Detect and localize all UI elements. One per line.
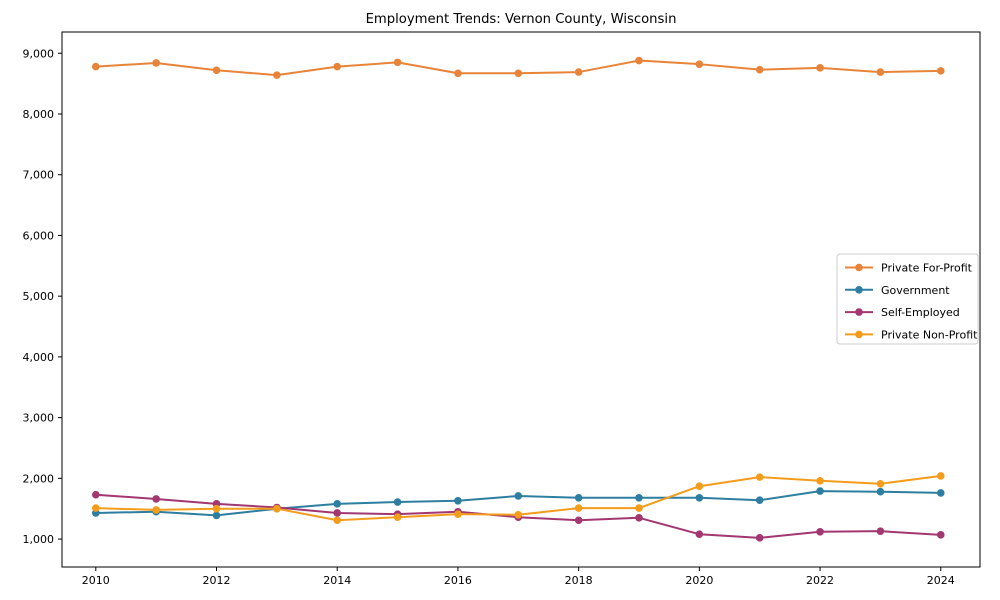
data-point-government-2020 [695,493,704,502]
legend-marker-private-for-profit [855,263,863,272]
axes-layer: 1,000 2,000 3,000 4,000 5,000 6,000 7,000 8,000… [23,31,981,587]
data-point-government-2019 [635,493,643,502]
y-tick-label: 5,000 [23,290,55,303]
x-tick-label: 2022 [806,574,834,587]
legend-entry-self-employed: Self-Employed [845,306,960,319]
series-private-non-profit [91,472,945,525]
legend-label-government: Government [881,284,950,297]
legend-label-private-non-profit: Private Non-Profit [881,328,978,341]
data-point-private-non-profit-2013 [273,504,281,513]
legend-label-private-for-profit: Private For-Profit [881,262,973,275]
series-layer [91,56,945,542]
data-point-government-2018 [574,493,583,502]
data-point-private-non-profit-2019 [635,504,643,512]
data-point-private-non-profit-2012 [212,504,221,513]
data-point-private-non-profit-2021 [755,473,764,481]
plot-border [61,31,981,568]
data-point-private-for-profit-2024 [936,67,945,75]
data-point-private-for-profit-2011 [152,59,160,67]
y-tick-label: 3,000 [23,412,55,425]
legend-entry-government: Government [845,284,950,297]
data-point-private-for-profit-2020 [695,60,704,68]
y-tick-label: 4,000 [23,351,55,364]
y-tick-label: 7,000 [23,169,55,182]
y-tick-label: 9,000 [23,47,55,60]
data-point-self-employed-2024 [936,531,945,539]
data-point-private-for-profit-2021 [755,65,764,74]
data-point-private-for-profit-2022 [816,64,824,72]
x-tick-label: 2024 [927,574,955,587]
x-tick-label: 2012 [203,574,231,587]
data-point-self-employed-2014 [333,509,342,517]
data-point-private-for-profit-2017 [514,69,523,78]
x-tick-label: 2016 [444,574,472,587]
data-point-private-non-profit-2023 [876,480,885,488]
data-point-self-employed-2020 [695,530,704,539]
x-tick-label: 2018 [565,574,593,587]
data-point-self-employed-2021 [755,534,764,542]
data-point-government-2012 [212,511,221,520]
legend-marker-private-non-profit [855,330,863,339]
data-point-government-2023 [876,487,885,496]
data-point-private-for-profit-2013 [273,71,281,79]
y-tick-label: 6,000 [23,229,55,242]
data-point-private-non-profit-2017 [514,510,523,519]
data-point-private-for-profit-2015 [393,58,402,67]
data-point-private-non-profit-2022 [816,476,824,485]
legend-label-self-employed: Self-Employed [881,306,960,319]
data-point-self-employed-2022 [816,527,824,536]
data-point-private-for-profit-2023 [876,68,885,76]
data-point-private-for-profit-2019 [635,56,643,65]
data-point-private-non-profit-2018 [574,504,583,512]
data-point-government-2017 [514,492,523,500]
x-tick-label: 2020 [685,574,713,587]
series-private-for-profit [91,56,945,79]
data-point-private-non-profit-2010 [91,504,100,512]
legend-entry-private-non-profit: Private Non-Profit [845,328,978,341]
y-tick-label: 1,000 [23,533,55,546]
data-point-private-for-profit-2010 [91,62,100,71]
y-tick-label: 8,000 [23,108,55,121]
data-point-private-non-profit-2016 [454,510,462,518]
data-point-self-employed-2018 [574,516,583,525]
data-point-government-2024 [936,489,945,497]
legend-box [836,253,979,345]
data-point-self-employed-2019 [635,514,643,522]
legend-marker-self-employed [855,308,863,316]
data-point-government-2016 [454,497,462,505]
data-point-private-for-profit-2012 [212,66,221,75]
data-point-self-employed-2010 [91,490,100,499]
data-point-private-for-profit-2014 [333,62,342,71]
data-point-private-non-profit-2014 [333,516,342,525]
legend: Private For-Profit Government Self-Employe… [836,253,979,345]
data-point-private-for-profit-2016 [454,69,462,78]
x-tick-label: 2010 [82,574,110,587]
data-point-government-2021 [755,496,764,505]
data-point-government-2015 [393,498,402,506]
data-point-government-2014 [333,500,342,508]
data-point-private-non-profit-2020 [695,482,704,491]
y-tick-label: 2,000 [23,472,55,485]
data-point-government-2022 [816,487,824,495]
data-point-self-employed-2011 [152,495,160,503]
data-point-private-non-profit-2015 [393,513,402,522]
data-point-private-non-profit-2011 [152,506,160,514]
legend-marker-government [855,286,863,294]
data-point-self-employed-2023 [876,527,885,535]
x-tick-label: 2014 [323,574,351,587]
legend-entry-private-for-profit: Private For-Profit [845,262,973,275]
chart-title: Employment Trends: Vernon County, Wiscon… [366,12,677,27]
data-point-private-for-profit-2018 [574,68,583,76]
data-point-private-non-profit-2024 [936,472,945,480]
